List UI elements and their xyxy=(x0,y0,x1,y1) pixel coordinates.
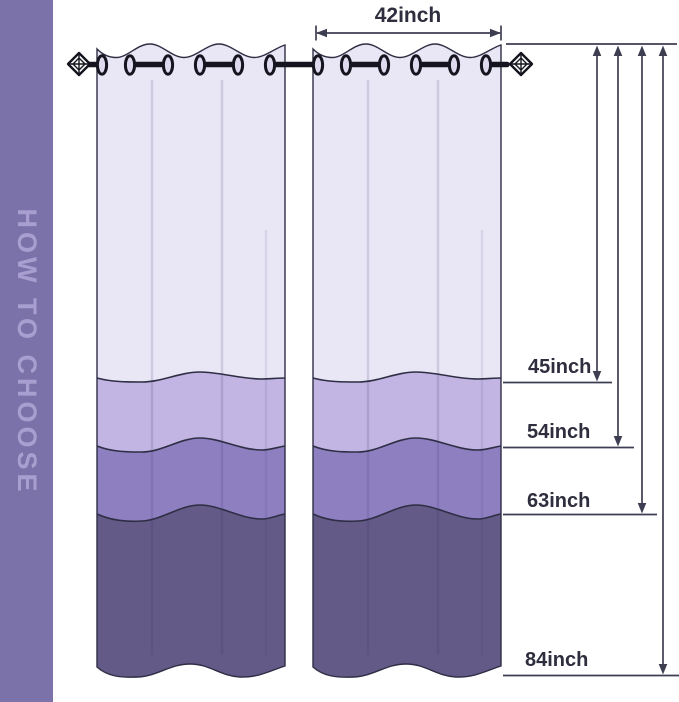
curtain-panel-right xyxy=(313,44,501,695)
finial-icon-right xyxy=(508,51,534,77)
height-measurement-label-63: 63inch xyxy=(527,490,591,512)
height-measurement-label-84: 84inch xyxy=(525,649,589,671)
grommets xyxy=(95,54,277,76)
sidebar-banner: HOW TO CHOOSE xyxy=(0,0,53,702)
finial-icon xyxy=(66,51,92,77)
height-measurement-label-54: 54inch xyxy=(527,421,591,443)
curtain-panel xyxy=(96,43,286,678)
width-measurement-label: 42inch xyxy=(374,4,442,27)
width-dimension-arrow xyxy=(315,25,502,41)
height-measurement-label-45: 45inch xyxy=(528,356,592,378)
height-dimension-arrows xyxy=(503,43,679,677)
